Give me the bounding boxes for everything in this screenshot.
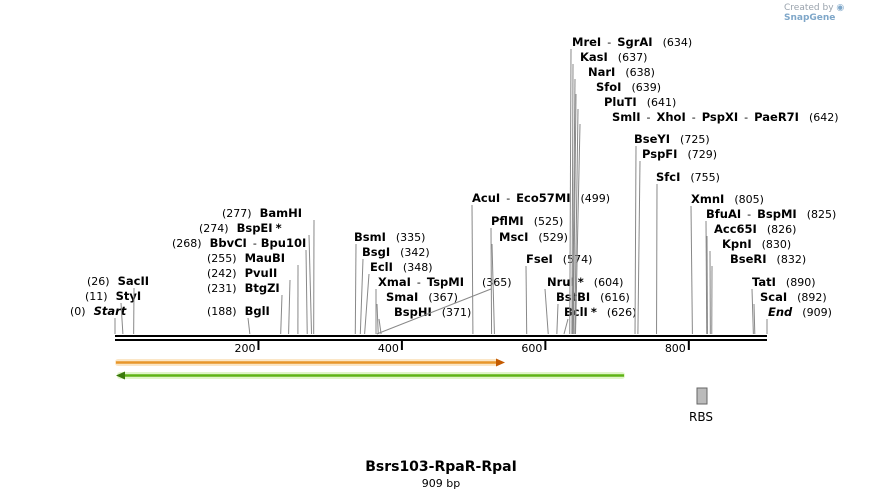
watermark-brand: SnapGene xyxy=(784,13,835,23)
site-leader-line xyxy=(638,161,640,334)
site-label: PspFI(729) xyxy=(642,147,717,161)
site-label: (242)PvuII xyxy=(207,266,277,280)
site-label: MreI-SgrAI(634) xyxy=(572,35,692,49)
site-leader-line xyxy=(564,319,568,334)
site-37[interactable]: BseRI(832) xyxy=(712,252,806,334)
site-label: FseI(574) xyxy=(526,252,592,266)
green-feature-arrow[interactable] xyxy=(116,372,625,380)
site-label: BfuAI-BspMI(825) xyxy=(706,207,836,221)
site-30[interactable]: BseYI(725) xyxy=(634,132,710,334)
site-7[interactable]: (268)BbvCI-Bpu10I xyxy=(172,236,307,334)
site-label: PflMI(525) xyxy=(491,214,563,228)
sequence-length: 909 bp xyxy=(0,477,882,490)
site-leader-line xyxy=(309,235,312,334)
site-leader-line xyxy=(526,266,527,334)
ruler-tick-label: 400 xyxy=(378,342,399,355)
site-leader-line xyxy=(248,318,250,334)
site-leader-line xyxy=(289,280,290,334)
site-label: XmaI-TspMI xyxy=(378,275,464,289)
site-15[interactable]: BspHI(371) xyxy=(379,305,471,334)
site-label: BsgI(342) xyxy=(362,245,430,259)
site-label: (268)BbvCI-Bpu10I xyxy=(172,236,306,250)
sequence-title: Bsrs103-RpaR-RpaI xyxy=(0,459,882,475)
site-leader-line xyxy=(752,289,753,334)
site-leader-line xyxy=(306,250,307,334)
site-label: NruI*(604) xyxy=(547,275,623,289)
site-leader-line xyxy=(365,274,369,334)
rbs-label: RBS xyxy=(689,410,713,424)
site-label: (255)MauBI xyxy=(207,251,285,265)
ruler-ticks: 200 400 600 800 xyxy=(234,341,688,355)
site-leader-line xyxy=(557,304,558,334)
site-leader-line xyxy=(491,228,492,334)
site-label: Acc65I(826) xyxy=(714,222,796,236)
ruler-tick-label: 200 xyxy=(234,342,255,355)
site-label: (188)BglI xyxy=(207,304,270,318)
site-label: NarI(638) xyxy=(588,65,655,79)
site-label: BstBI(616) xyxy=(556,290,630,304)
site-label: KasI(637) xyxy=(580,50,647,64)
site-leader-line xyxy=(691,206,692,334)
site-label: AcuI-Eco57MI(499) xyxy=(472,191,610,205)
site-leader-line xyxy=(492,244,494,334)
site-leader-line xyxy=(355,244,356,334)
site-label: ScaI(892) xyxy=(760,290,827,304)
site-label: (26)SacII xyxy=(87,274,149,288)
watermark-prefix: Created by xyxy=(784,3,834,13)
site-label: MscI(529) xyxy=(499,230,568,244)
site-leader-line xyxy=(360,259,363,334)
site-label: SfoI(639) xyxy=(596,80,661,94)
rbs-feature-box[interactable] xyxy=(697,388,707,404)
ruler-tick-label: 600 xyxy=(521,342,542,355)
site-leader-line xyxy=(281,295,282,334)
site-leader-line xyxy=(545,289,548,334)
restriction-sites: (0)Start(11)StyI(26)SacII (188)BglI (231)B… xyxy=(70,35,839,334)
site-label: (274)BspEI* xyxy=(199,221,282,235)
site-40[interactable]: End(909) xyxy=(767,305,832,334)
site-leader-line xyxy=(472,205,473,334)
orange-feature-arrow[interactable] xyxy=(115,359,505,367)
site-label: EclI(348) xyxy=(370,260,433,274)
snapgene-watermark: Created by ◉ SnapGene xyxy=(784,3,882,23)
site-3[interactable]: (188)BglI xyxy=(207,304,270,334)
site-leader-line xyxy=(379,319,381,334)
site-label: TatI(890) xyxy=(752,275,816,289)
site-label: BsmI(335) xyxy=(354,230,425,244)
site-leader-line xyxy=(377,304,378,334)
site-label: (11)StyI xyxy=(85,289,141,303)
site-label: SmaI(367) xyxy=(386,290,458,304)
ruler-tick-label: 800 xyxy=(665,342,686,355)
site-label: SmlI-XhoI-PspXI-PaeR7I(642) xyxy=(612,110,839,124)
snapgene-logo-icon: ◉ xyxy=(836,3,844,13)
site-label: KpnI(830) xyxy=(722,237,791,251)
site-label: (0)Start xyxy=(70,304,127,318)
site-0[interactable]: (0)Start xyxy=(70,304,127,334)
site-label: (277)BamHI xyxy=(222,206,302,220)
site-label: PluTI(641) xyxy=(604,95,676,109)
site-label: End(909) xyxy=(768,305,832,319)
site-label: BseYI(725) xyxy=(634,132,710,146)
site-label: BseRI(832) xyxy=(730,252,806,266)
site-leader-line xyxy=(754,304,755,334)
site-label: SfcI(755) xyxy=(656,170,720,184)
site-label: (365) xyxy=(482,276,512,289)
site-label: (231)BtgZI xyxy=(207,281,280,295)
site-label: XmnI(805) xyxy=(691,192,764,206)
